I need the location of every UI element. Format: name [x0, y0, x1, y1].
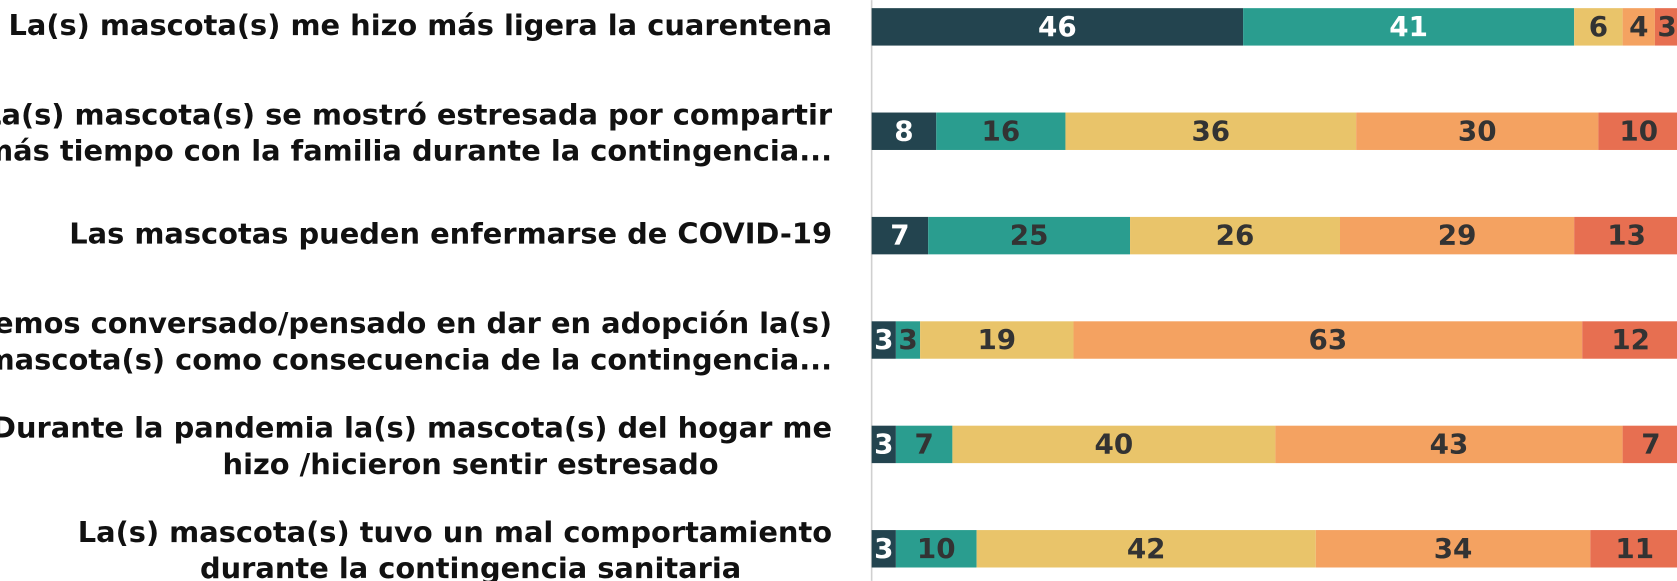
bar-segment	[1574, 216, 1677, 255]
value-label: 30	[1458, 114, 1497, 147]
value-label: 6	[1589, 10, 1608, 43]
value-label: 8	[894, 114, 913, 147]
bar-segment	[1582, 321, 1677, 359]
bar-segment	[1574, 8, 1623, 46]
bar-segment	[1065, 112, 1357, 150]
category-label: La(s) mascota(s) tuvo un mal comportamie…	[78, 515, 832, 549]
bar-segment	[871, 321, 896, 359]
category-label: más tiempo con la familia durante la con…	[0, 134, 832, 168]
bar-segment	[871, 530, 896, 568]
value-label: 19	[977, 323, 1016, 356]
bar-segment	[1598, 112, 1677, 150]
bar-segment	[1275, 425, 1623, 464]
value-label: 10	[917, 532, 956, 565]
bar-segment	[952, 425, 1276, 464]
value-label: 7	[914, 427, 933, 460]
value-label: 11	[1615, 532, 1654, 565]
bar-segment	[895, 425, 953, 464]
category-label: Hemos conversado/pensado en dar en adopc…	[0, 306, 832, 340]
value-label: 3	[898, 323, 917, 356]
bar-segment	[1339, 216, 1575, 255]
value-label: 7	[1641, 427, 1660, 460]
bar-segment	[1590, 530, 1677, 568]
value-label: 25	[1010, 219, 1049, 252]
value-label: 3	[1657, 10, 1676, 43]
category-label: Las mascotas pueden enfermarse de COVID-…	[69, 217, 832, 251]
category-label: La(s) mascota(s) me hizo más ligera la c…	[8, 8, 832, 42]
bar-segment	[871, 216, 929, 255]
bar-segment	[871, 112, 937, 150]
value-label: 34	[1434, 532, 1473, 565]
value-label: 26	[1216, 219, 1255, 252]
bar-segment	[1356, 112, 1599, 150]
category-label: Durante la pandemia la(s) mascota(s) del…	[0, 410, 832, 444]
value-label: 7	[890, 219, 909, 252]
category-label: durante la contingencia sanitaria	[200, 551, 741, 581]
bar-segment	[1130, 216, 1340, 255]
bar-segment	[1622, 425, 1677, 464]
bar-segment	[871, 425, 896, 464]
value-label: 36	[1191, 114, 1230, 147]
value-label: 13	[1607, 219, 1646, 252]
value-label: 3	[874, 532, 893, 565]
bar-segment	[1073, 321, 1583, 359]
category-label: hizo /hicieron sentir estresado	[223, 447, 719, 481]
value-label: 10	[1619, 114, 1658, 147]
bar-segment	[1622, 8, 1655, 46]
value-label: 43	[1430, 427, 1469, 460]
bar-segment	[936, 112, 1066, 150]
value-label: 16	[982, 114, 1021, 147]
value-label: 29	[1438, 219, 1477, 252]
value-label: 63	[1309, 323, 1348, 356]
value-label: 40	[1095, 427, 1134, 460]
bar-segment	[920, 321, 1074, 359]
value-label: 3	[874, 323, 893, 356]
bar-segment	[1654, 8, 1677, 46]
value-label: 12	[1611, 323, 1650, 356]
value-label: 4	[1629, 10, 1648, 43]
category-label: mascota(s) como consecuencia de la conti…	[0, 342, 832, 376]
bar-segment	[895, 321, 921, 359]
value-label: 42	[1127, 532, 1166, 565]
value-label: 3	[874, 427, 893, 460]
bar-segment	[1315, 530, 1591, 568]
bar-segment	[895, 530, 977, 568]
value-label: 46	[1038, 10, 1077, 43]
bar-segment	[928, 216, 1131, 255]
value-label: 41	[1389, 10, 1428, 43]
bar-segment	[871, 8, 1244, 46]
bar-segment	[976, 530, 1316, 568]
category-label: La(s) mascota(s) se mostró estresada por…	[0, 97, 833, 131]
bar-segment	[1243, 8, 1575, 46]
